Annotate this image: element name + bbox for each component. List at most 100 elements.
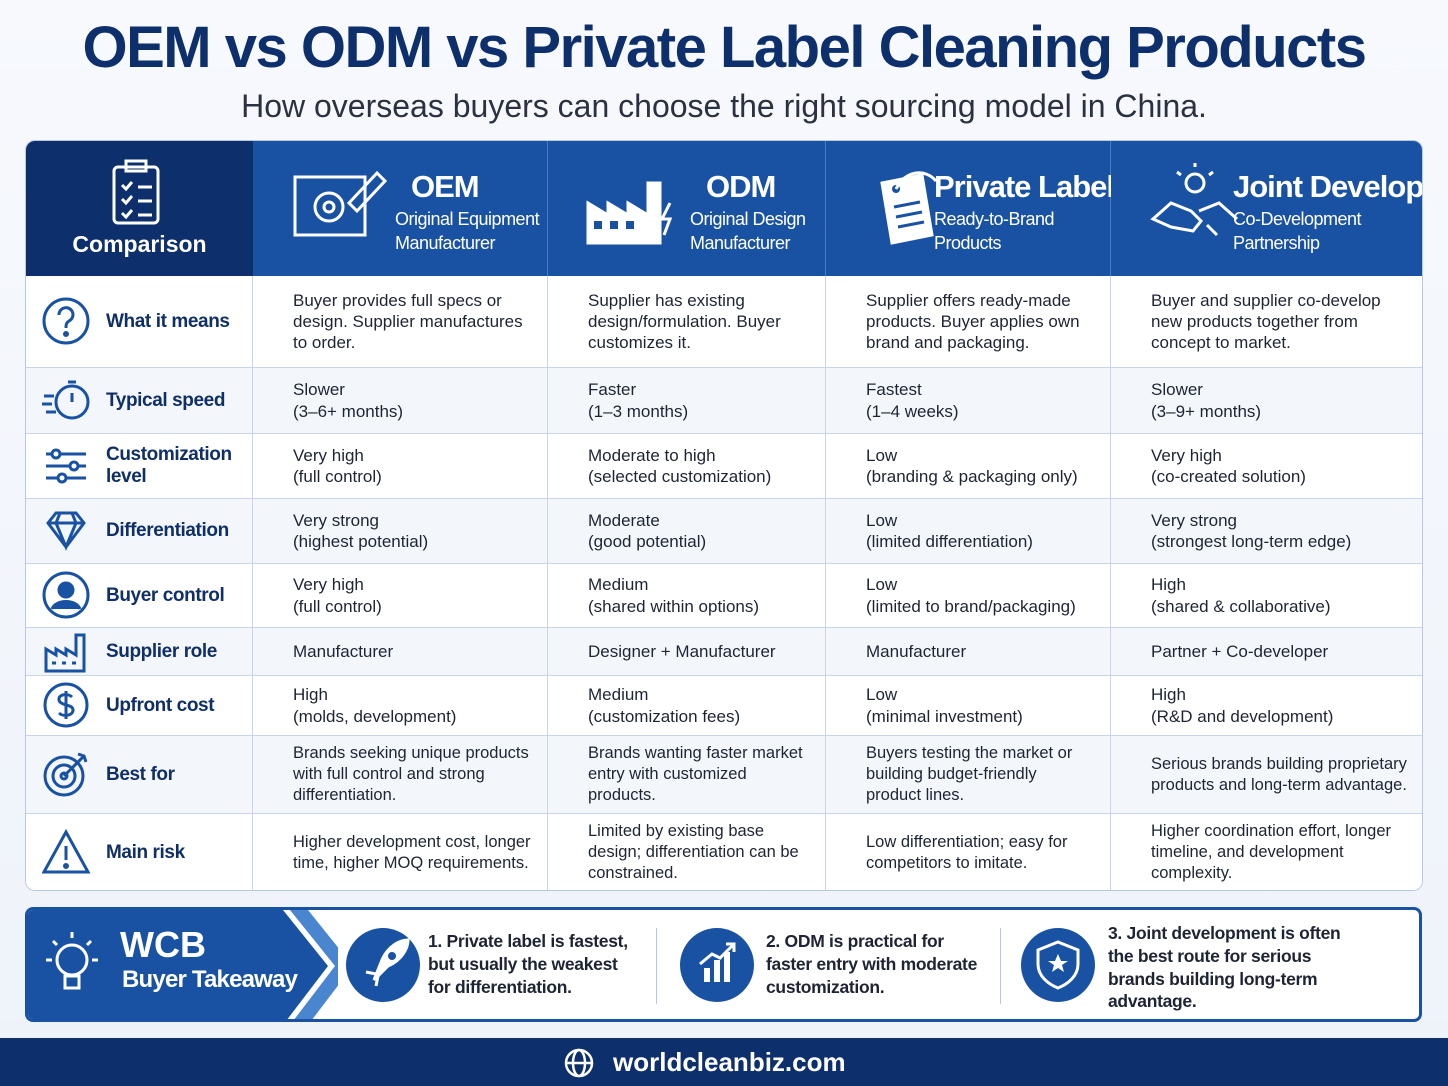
table-cell: Supplier has existing design/formulation… xyxy=(548,276,826,368)
divider xyxy=(656,928,657,1004)
row-label-cell: What it means xyxy=(26,276,253,368)
column-header: OEM Original Equipment Manufacturer xyxy=(253,141,548,276)
icon xyxy=(112,159,160,225)
table-cell: Low (branding & packaging only) xyxy=(826,434,1111,499)
subtitle: How overseas buyers can choose the right… xyxy=(241,88,1207,124)
table-cell: Medium (customization fees) xyxy=(548,676,826,736)
table-cell: Slower (3–6+ months) xyxy=(253,368,548,434)
table-cell: Brands seeking unique products with full… xyxy=(253,736,548,814)
row-label: Typical speed xyxy=(106,389,226,411)
row-label: Upfront cost xyxy=(106,694,215,716)
table-cell: Fastest (1–4 weeks) xyxy=(826,368,1111,434)
table-cell: Medium (shared within options) xyxy=(548,564,826,628)
icon xyxy=(1021,928,1095,1002)
title: OEM vs ODM vs Private Label Cleaning Pro… xyxy=(82,15,1367,80)
icon xyxy=(293,170,388,237)
point-icon xyxy=(1021,928,1095,1002)
icon xyxy=(1150,163,1238,237)
icon xyxy=(42,571,90,619)
divider xyxy=(1000,928,1001,1004)
column-name: Private Label xyxy=(934,169,1115,204)
icon xyxy=(42,828,91,874)
table-cell: Higher development cost, longer time, hi… xyxy=(253,814,548,890)
row-label: What it means xyxy=(106,310,230,332)
takeaway-box: WCB Buyer Takeaway 1. Private label is f… xyxy=(25,907,1422,1022)
row-label: Best for xyxy=(106,763,175,785)
corner-header xyxy=(26,141,253,276)
icon xyxy=(42,297,90,345)
table-cell: Supplier offers ready-made products. Buy… xyxy=(826,276,1111,368)
footer: worldcleanbiz.com xyxy=(0,1038,1448,1086)
row-label: Supplier role xyxy=(106,640,217,662)
footer-url[interactable]: worldcleanbiz.com xyxy=(613,1047,846,1077)
icon xyxy=(42,380,90,420)
column-header: Private Label Ready-to-Brand Products xyxy=(826,141,1115,276)
column-name: ODM xyxy=(706,169,776,204)
table-cell: Serious brands building proprietary prod… xyxy=(1111,736,1422,814)
icon xyxy=(43,752,88,797)
column-header: Joint Development Co-Development Partners… xyxy=(1111,141,1423,276)
icon xyxy=(880,171,938,245)
row-label-cell: Buyer control xyxy=(26,564,253,628)
corner-label: Comparison xyxy=(72,231,207,257)
table-cell: Low (limited to brand/packaging) xyxy=(826,564,1111,628)
table-cell: Very high (full control) xyxy=(253,564,548,628)
row-label-cell: Customization level xyxy=(26,434,253,499)
table-cell: Buyer provides full specs or design. Sup… xyxy=(253,276,548,368)
row-label-cell: Differentiation xyxy=(26,499,253,564)
table-cell: Buyers testing the market or building bu… xyxy=(826,736,1111,814)
point-icon xyxy=(680,928,754,1002)
column-subtitle: Original Design Manufacturer xyxy=(690,209,806,254)
table-cell: High (molds, development) xyxy=(253,676,548,736)
table-cell: Manufacturer xyxy=(826,628,1111,676)
table-cell: Very high (co-created solution) xyxy=(1111,434,1422,499)
icon xyxy=(46,511,86,551)
row-label: Differentiation xyxy=(106,520,229,541)
row-label-cell: Main risk xyxy=(26,814,253,890)
icon xyxy=(346,928,420,1002)
table-cell: Limited by existing base design; differe… xyxy=(548,814,826,890)
takeaway-banner xyxy=(28,910,338,1019)
icon xyxy=(44,633,86,673)
table-cell: Designer + Manufacturer xyxy=(548,628,826,676)
table-cell: Faster (1–3 months) xyxy=(548,368,826,434)
table-cell: Brands wanting faster market entry with … xyxy=(548,736,826,814)
column-name: Joint Development xyxy=(1233,169,1423,204)
column-subtitle: Original Equipment Manufacturer xyxy=(395,209,540,254)
table-cell: Higher coordination effort, longer timel… xyxy=(1111,814,1422,890)
table-cell: Buyer and supplier co-develop new produc… xyxy=(1111,276,1422,368)
table-cell: Low (limited differentiation) xyxy=(826,499,1111,564)
column-subtitle: Co-Development Partnership xyxy=(1233,209,1362,254)
globe-icon xyxy=(564,1048,594,1078)
takeaway-brand: WCB xyxy=(120,924,206,965)
icon xyxy=(586,181,673,245)
table-cell: High (shared & collaborative) xyxy=(1111,564,1422,628)
takeaway-title: Buyer Takeaway xyxy=(122,966,298,993)
icon xyxy=(46,448,86,483)
table-cell: Low differentiation; easy for competitor… xyxy=(826,814,1111,890)
row-label: Buyer control xyxy=(106,584,225,606)
column-header: ODM Original Design Manufacturer xyxy=(548,141,826,276)
table-cell: Moderate (good potential) xyxy=(548,499,826,564)
column-subtitle: Ready-to-Brand Products xyxy=(934,209,1055,254)
takeaway-point: 2. ODM is practical for faster entry wit… xyxy=(766,931,978,997)
row-label-cell: Upfront cost xyxy=(26,676,253,736)
comparison-table: Comparison OEM Original Equipment Manufact… xyxy=(25,140,1423,891)
table-cell: Manufacturer xyxy=(253,628,548,676)
table-cell: Slower (3–9+ months) xyxy=(1111,368,1422,434)
takeaway-point: 3. Joint development is often the best r… xyxy=(1108,923,1341,1012)
table-cell: Partner + Co-developer xyxy=(1111,628,1422,676)
icon xyxy=(43,682,89,728)
row-label: Main risk xyxy=(106,841,185,863)
point-icon xyxy=(346,928,420,1002)
table-cell: Very strong (highest potential) xyxy=(253,499,548,564)
icon xyxy=(680,928,754,1002)
table-cell: Moderate to high (selected customization… xyxy=(548,434,826,499)
takeaway-point: 1. Private label is fastest, but usually… xyxy=(428,931,628,997)
column-name: OEM xyxy=(411,169,480,204)
row-label-cell: Best for xyxy=(26,736,253,814)
row-label-cell: Supplier role xyxy=(26,628,253,676)
row-label: Customization level xyxy=(106,444,232,487)
table-cell: High (R&D and development) xyxy=(1111,676,1422,736)
